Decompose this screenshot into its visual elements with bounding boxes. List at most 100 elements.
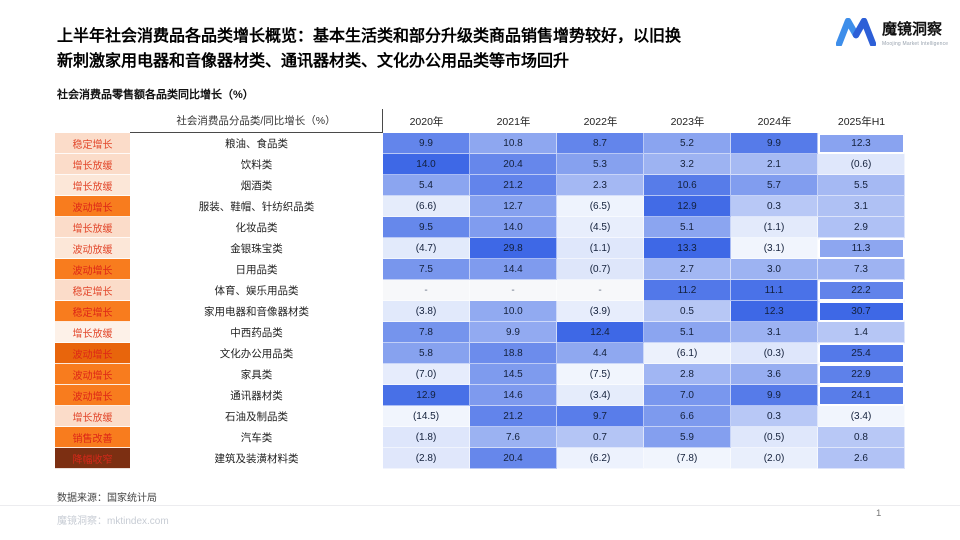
value-cell: 5.5 bbox=[818, 175, 905, 196]
year-header: 2020年 bbox=[409, 115, 444, 128]
chart-title: 社会消费品零售额各品类同比增长（%） bbox=[57, 89, 254, 101]
value-cell: 5.3 bbox=[557, 154, 644, 175]
value-cell: 22.9 bbox=[818, 364, 905, 385]
value-cell: 29.8 bbox=[470, 238, 557, 259]
table-row: 增长放缓 烟酒类 5.4 21.2 2.3 10.6 5.7 5.5 bbox=[55, 175, 905, 196]
table-row: 波动增长 日用品类 7.5 14.4 (0.7) 2.7 3.0 7.3 bbox=[55, 259, 905, 280]
growth-tag: 稳定增长 bbox=[55, 301, 130, 322]
value-cell: 20.4 bbox=[470, 448, 557, 469]
brand-name: 魔镜洞察 bbox=[882, 21, 943, 38]
category-label: 文化办公用品类 bbox=[130, 343, 383, 364]
table-row: 波动增长 服装、鞋帽、针纺织品类 (6.6) 12.7 (6.5) 12.9 0.3 3.1 bbox=[55, 196, 905, 217]
table-row: 增长放缓 饮料类 14.0 20.4 5.3 3.2 2.1 (0.6) bbox=[55, 154, 905, 175]
value-cell: 10.6 bbox=[644, 175, 731, 196]
footer-watermark: 魔镜洞察：mktindex.com bbox=[57, 516, 169, 527]
category-label: 石油及制品类 bbox=[130, 406, 383, 427]
value-cell: 14.4 bbox=[470, 259, 557, 280]
value-cell: (7.8) bbox=[644, 448, 731, 469]
table-row: 波动增长 文化办公用品类 5.8 18.8 4.4 (6.1) (0.3) 25.4 bbox=[55, 343, 905, 364]
value-cell: 2.8 bbox=[644, 364, 731, 385]
category-label: 金银珠宝类 bbox=[130, 238, 383, 259]
value-cell: - bbox=[557, 280, 644, 301]
table-row: 增长放缓 化妆品类 9.5 14.0 (4.5) 5.1 (1.1) 2.9 bbox=[55, 217, 905, 238]
value-cell: 5.2 bbox=[644, 133, 731, 154]
category-label: 日用品类 bbox=[130, 259, 383, 280]
value-cell: (0.7) bbox=[557, 259, 644, 280]
value-cell: 7.3 bbox=[818, 259, 905, 280]
growth-tag: 增长放缓 bbox=[55, 175, 130, 196]
footer-divider bbox=[0, 505, 960, 506]
category-label: 中西药品类 bbox=[130, 322, 383, 343]
table-body: 稳定增长 粮油、食品类 9.9 10.8 8.7 5.2 9.9 12.3 增长放缓 饮料类 14.… bbox=[55, 133, 905, 469]
category-label: 通讯器材类 bbox=[130, 385, 383, 406]
value-cell: (3.9) bbox=[557, 301, 644, 322]
value-cell: 3.1 bbox=[731, 322, 818, 343]
value-cell: (1.8) bbox=[383, 427, 470, 448]
value-cell: 10.8 bbox=[470, 133, 557, 154]
value-cell: 5.9 bbox=[644, 427, 731, 448]
value-cell: (3.4) bbox=[557, 385, 644, 406]
value-cell: 13.3 bbox=[644, 238, 731, 259]
value-cell: 2.6 bbox=[818, 448, 905, 469]
value-cell: 2.1 bbox=[731, 154, 818, 175]
value-cell: 2.3 bbox=[557, 175, 644, 196]
growth-tag: 销售改善 bbox=[55, 427, 130, 448]
value-cell: 14.0 bbox=[383, 154, 470, 175]
value-cell: (6.5) bbox=[557, 196, 644, 217]
value-cell: 9.9 bbox=[383, 133, 470, 154]
value-cell: 3.1 bbox=[818, 196, 905, 217]
value-cell: 9.7 bbox=[557, 406, 644, 427]
growth-tag: 增长放缓 bbox=[55, 406, 130, 427]
value-cell: (7.0) bbox=[383, 364, 470, 385]
title-line-1: 上半年社会消费品各品类增长概览：基本生活类和部分升级类商品销售增势较好，以旧换 bbox=[57, 28, 682, 45]
category-label: 烟酒类 bbox=[130, 175, 383, 196]
value-cell: 3.0 bbox=[731, 259, 818, 280]
value-cell: (3.4) bbox=[818, 406, 905, 427]
value-cell: (6.1) bbox=[644, 343, 731, 364]
header-corner bbox=[55, 109, 130, 133]
value-cell: 3.2 bbox=[644, 154, 731, 175]
category-label: 家具类 bbox=[130, 364, 383, 385]
table-header-row: 社会消费品分品类/同比增长（%） 2020年 2021年 2022年 2023年 202… bbox=[55, 109, 905, 133]
category-label: 粮油、食品类 bbox=[130, 133, 383, 154]
year-header: 2025年H1 bbox=[837, 115, 886, 128]
value-cell: 8.7 bbox=[557, 133, 644, 154]
category-label: 建筑及装潢材料类 bbox=[130, 448, 383, 469]
growth-tag: 稳定增长 bbox=[55, 133, 130, 154]
value-cell: 14.5 bbox=[470, 364, 557, 385]
table-row: 销售改善 汽车类 (1.8) 7.6 0.7 5.9 (0.5) 0.8 bbox=[55, 427, 905, 448]
value-cell: 9.9 bbox=[470, 322, 557, 343]
category-label: 家用电器和音像器材类 bbox=[130, 301, 383, 322]
table-row: 稳定增长 粮油、食品类 9.9 10.8 8.7 5.2 9.9 12.3 bbox=[55, 133, 905, 154]
table-row: 降幅收窄 建筑及装潢材料类 (2.8) 20.4 (6.2) (7.8) (2.0) 2.6 bbox=[55, 448, 905, 469]
value-cell: (1.1) bbox=[731, 217, 818, 238]
value-cell: (4.7) bbox=[383, 238, 470, 259]
value-cell: (6.6) bbox=[383, 196, 470, 217]
value-cell: (0.6) bbox=[818, 154, 905, 175]
category-label: 服装、鞋帽、针纺织品类 bbox=[130, 196, 383, 217]
value-cell: 9.5 bbox=[383, 217, 470, 238]
brand-text: 魔镜洞察 Moojing Market Intelligence bbox=[882, 18, 948, 47]
value-cell: - bbox=[470, 280, 557, 301]
table-row: 稳定增长 体育、娱乐用品类 - - -11.2 11.1 22.2 bbox=[55, 280, 905, 301]
value-cell: 21.2 bbox=[470, 406, 557, 427]
value-cell: (2.8) bbox=[383, 448, 470, 469]
value-cell: 5.1 bbox=[644, 322, 731, 343]
growth-tag: 增长放缓 bbox=[55, 154, 130, 175]
value-cell: 3.6 bbox=[731, 364, 818, 385]
year-header: 2022年 bbox=[583, 115, 618, 128]
growth-tag: 波动增长 bbox=[55, 364, 130, 385]
value-cell: (3.1) bbox=[731, 238, 818, 259]
growth-tag: 波动增长 bbox=[55, 385, 130, 406]
value-cell: 30.7 bbox=[818, 301, 905, 322]
value-cell: 12.9 bbox=[383, 385, 470, 406]
value-cell: 5.8 bbox=[383, 343, 470, 364]
data-source-note: 数据来源：国家统计局 bbox=[57, 493, 157, 504]
year-header: 2023年 bbox=[670, 115, 705, 128]
growth-tag: 增长放缓 bbox=[55, 217, 130, 238]
value-cell: (0.5) bbox=[731, 427, 818, 448]
year-headers: 2020年 2021年 2022年 2023年 2024年 2025年H1 bbox=[383, 109, 905, 133]
value-cell: 6.6 bbox=[644, 406, 731, 427]
value-cell: 9.9 bbox=[731, 385, 818, 406]
